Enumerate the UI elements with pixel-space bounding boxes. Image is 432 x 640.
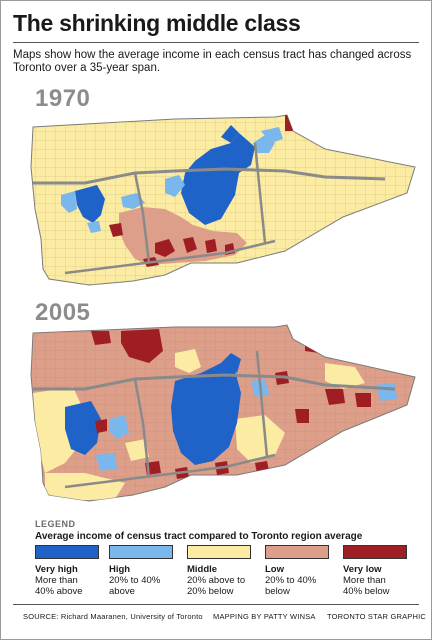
subtitle: Maps show how the average income in each… [13, 49, 412, 74]
legend-item-middle: Middle 20% above to 20% below [187, 545, 251, 597]
legend-label: High [109, 564, 131, 575]
legend-swatch [265, 545, 329, 559]
legend-item-very-high: Very high More than 40% above [35, 545, 99, 597]
legend-description: More than 40% below [343, 575, 390, 597]
mapping-credit: MAPPING BY PATTY WINSA [213, 612, 316, 621]
legend-heading: LEGEND [35, 519, 76, 529]
map-2005-highway-401 [33, 373, 396, 391]
map-2005-year-label: 2005 [35, 299, 91, 326]
legend-swatch [109, 545, 173, 559]
legend-label: Middle [187, 564, 218, 575]
legend-swatch [343, 545, 407, 559]
legend-item-low: Low 20% to 40% below [265, 545, 329, 597]
legend-label: Very low [343, 564, 382, 575]
footer-divider [13, 604, 419, 605]
legend-label: Low [265, 564, 284, 575]
source-credit: SOURCE: Richard Maaranen, University of … [23, 612, 203, 621]
legend-description: 20% to 40% above [109, 575, 161, 597]
map-1970-year-label: 1970 [35, 85, 91, 112]
legend-subheading: Average income of census tract compared … [35, 531, 363, 542]
legend-description: 20% to 40% below [265, 575, 317, 597]
legend-description: 20% above to 20% below [187, 575, 246, 597]
legend-label: Very high [35, 564, 78, 575]
map-2005 [30, 324, 416, 502]
graphic-credit: TORONTO STAR GRAPHIC [327, 612, 427, 621]
legend-item-high: High 20% to 40% above [109, 545, 173, 597]
title-divider [13, 42, 419, 43]
legend-description: More than 40% above [35, 575, 83, 597]
legend-swatch [187, 545, 251, 559]
legend-item-very-low: Very low More than 40% below [343, 545, 407, 597]
legend-swatch [35, 545, 99, 559]
page-title: The shrinking middle class [13, 10, 301, 36]
map-1970-highway-401 [33, 167, 386, 185]
map-1970-tracts [31, 115, 415, 285]
map-2005-tracts [31, 325, 415, 501]
map-1970 [30, 114, 416, 286]
